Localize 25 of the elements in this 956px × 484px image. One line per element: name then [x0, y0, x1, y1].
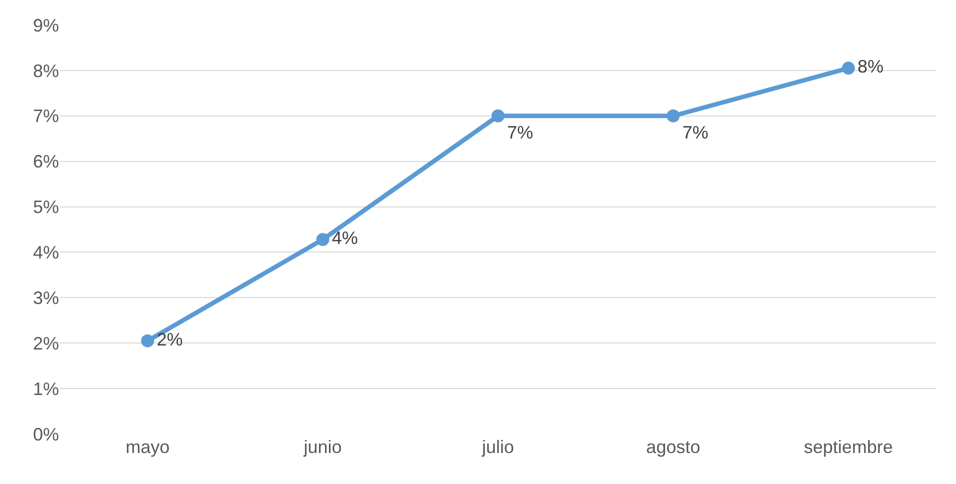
y-tick-label: 8% [32, 60, 59, 81]
y-tick-label: 1% [32, 378, 59, 399]
x-tick-label: julio [480, 437, 514, 457]
x-tick-label: septiembre [804, 437, 893, 457]
x-tick-label: mayo [126, 437, 170, 457]
y-tick-label: 5% [32, 197, 59, 218]
data-label: 2% [156, 329, 183, 350]
y-tick-label: 7% [32, 106, 59, 126]
point [666, 109, 680, 122]
y-tick-label: 2% [32, 333, 59, 354]
point [842, 62, 855, 75]
data-label: 4% [332, 228, 358, 248]
point [141, 334, 154, 348]
data-label: 8% [858, 56, 884, 77]
data-label: 7% [682, 122, 708, 143]
y-tick-label: 4% [32, 242, 59, 263]
x-tick-label: agosto [646, 437, 700, 457]
y-tick-label: 0% [32, 424, 59, 444]
y-tick-label: 3% [32, 288, 59, 308]
y-tick-label: 6% [32, 152, 59, 172]
data-label: 7% [507, 122, 534, 143]
point [316, 233, 330, 246]
point [492, 109, 504, 122]
x-tick-label: junio [302, 437, 342, 457]
y-tick-label: 9% [32, 15, 59, 36]
